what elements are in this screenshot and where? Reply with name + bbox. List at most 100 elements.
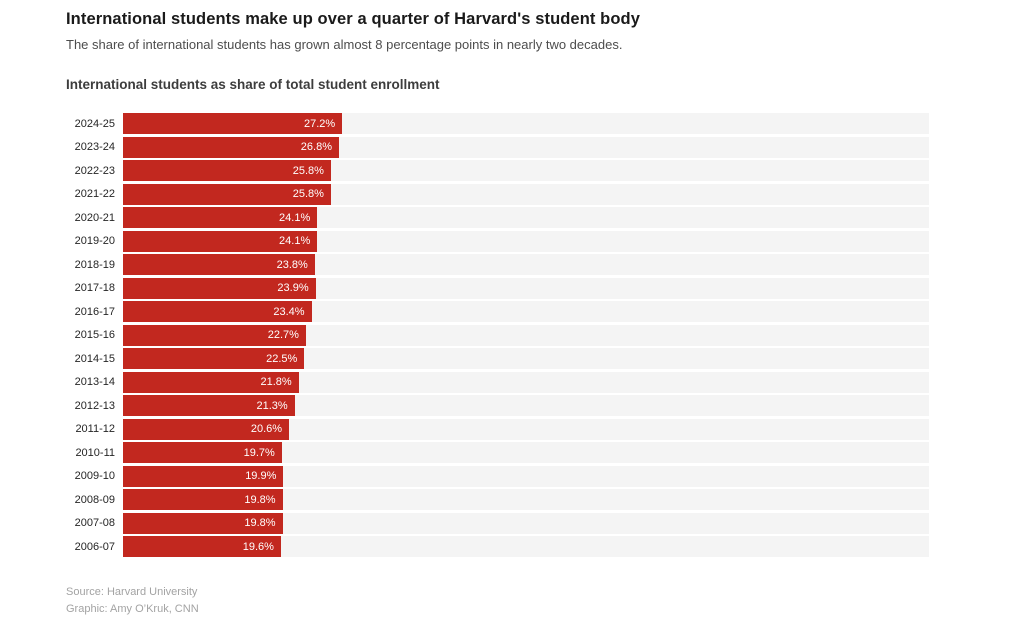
year-label: 2008-09: [66, 494, 115, 506]
bar-track: 24.1%: [123, 231, 929, 252]
year-label: 2014-15: [66, 353, 115, 365]
bar-track: 21.8%: [123, 372, 929, 393]
year-label: 2024-25: [66, 118, 115, 130]
bar: 25.8%: [123, 184, 331, 205]
value-label: 27.2%: [304, 118, 342, 130]
bar: 22.7%: [123, 325, 306, 346]
year-label: 2023-24: [66, 141, 115, 153]
value-label: 19.7%: [244, 447, 282, 459]
year-label: 2010-11: [66, 447, 115, 459]
bar-row: 2013-14 21.8%: [66, 372, 946, 393]
source-line: Source: Harvard University: [66, 584, 946, 601]
value-label: 19.8%: [244, 494, 282, 506]
page: International students make up over a qu…: [0, 0, 946, 617]
bar: 23.4%: [123, 301, 312, 322]
year-label: 2019-20: [66, 235, 115, 247]
value-label: 24.1%: [279, 235, 317, 247]
bar-track: 22.7%: [123, 325, 929, 346]
bar-row: 2011-12 20.6%: [66, 419, 946, 440]
bar: 19.6%: [123, 536, 281, 557]
bar-track: 26.8%: [123, 137, 929, 158]
value-label: 23.8%: [277, 259, 315, 271]
value-label: 24.1%: [279, 212, 317, 224]
year-label: 2015-16: [66, 329, 115, 341]
page-subtitle: The share of international students has …: [66, 36, 946, 53]
bar-track: 23.9%: [123, 278, 929, 299]
year-label: 2006-07: [66, 541, 115, 553]
bar-track: 19.9%: [123, 466, 929, 487]
year-label: 2018-19: [66, 259, 115, 271]
chart-title: International students as share of total…: [66, 77, 946, 93]
bar-row: 2014-15 22.5%: [66, 348, 946, 369]
value-label: 23.9%: [277, 282, 315, 294]
year-label: 2017-18: [66, 282, 115, 294]
bar: 19.8%: [123, 513, 283, 534]
bar-row: 2006-07 19.6%: [66, 536, 946, 557]
year-label: 2022-23: [66, 165, 115, 177]
bar-track: 19.6%: [123, 536, 929, 557]
bar-track: 27.2%: [123, 113, 929, 134]
year-label: 2021-22: [66, 188, 115, 200]
value-label: 26.8%: [301, 141, 339, 153]
bar-row: 2018-19 23.8%: [66, 254, 946, 275]
year-label: 2020-21: [66, 212, 115, 224]
year-label: 2007-08: [66, 517, 115, 529]
bar-track: 25.8%: [123, 184, 929, 205]
bar-row: 2020-21 24.1%: [66, 207, 946, 228]
bar-track: 19.8%: [123, 513, 929, 534]
bar: 27.2%: [123, 113, 342, 134]
value-label: 19.6%: [243, 541, 281, 553]
bar-row: 2008-09 19.8%: [66, 489, 946, 510]
bar: 23.8%: [123, 254, 315, 275]
bar: 19.9%: [123, 466, 283, 487]
bar-row: 2021-22 25.8%: [66, 184, 946, 205]
value-label: 20.6%: [251, 423, 289, 435]
chart-footer: Source: Harvard University Graphic: Amy …: [66, 584, 946, 617]
bar-row: 2015-16 22.7%: [66, 325, 946, 346]
bar-row: 2009-10 19.9%: [66, 466, 946, 487]
bar-track: 19.7%: [123, 442, 929, 463]
value-label: 21.8%: [261, 376, 299, 388]
bar: 25.8%: [123, 160, 331, 181]
bar-row: 2017-18 23.9%: [66, 278, 946, 299]
bar-row: 2022-23 25.8%: [66, 160, 946, 181]
bar: 20.6%: [123, 419, 289, 440]
bar-row: 2012-13 21.3%: [66, 395, 946, 416]
bar-track: 20.6%: [123, 419, 929, 440]
bar: 24.1%: [123, 207, 317, 228]
bar: 26.8%: [123, 137, 339, 158]
value-label: 25.8%: [293, 165, 331, 177]
year-label: 2013-14: [66, 376, 115, 388]
year-label: 2012-13: [66, 400, 115, 412]
bar-row: 2010-11 19.7%: [66, 442, 946, 463]
bar-row: 2023-24 26.8%: [66, 137, 946, 158]
bar: 21.3%: [123, 395, 295, 416]
bar-track: 19.8%: [123, 489, 929, 510]
bar: 22.5%: [123, 348, 304, 369]
page-title: International students make up over a qu…: [66, 9, 946, 29]
bar-track: 22.5%: [123, 348, 929, 369]
value-label: 25.8%: [293, 188, 331, 200]
bar: 19.7%: [123, 442, 282, 463]
value-label: 23.4%: [273, 306, 311, 318]
bar: 19.8%: [123, 489, 283, 510]
bar-row: 2019-20 24.1%: [66, 231, 946, 252]
value-label: 19.9%: [245, 470, 283, 482]
value-label: 21.3%: [256, 400, 294, 412]
bar-track: 25.8%: [123, 160, 929, 181]
year-label: 2016-17: [66, 306, 115, 318]
bar: 21.8%: [123, 372, 299, 393]
bar-row: 2007-08 19.8%: [66, 513, 946, 534]
bar-track: 24.1%: [123, 207, 929, 228]
bar-track: 23.4%: [123, 301, 929, 322]
year-label: 2011-12: [66, 423, 115, 435]
value-label: 19.8%: [244, 517, 282, 529]
bar-row: 2024-25 27.2%: [66, 113, 946, 134]
value-label: 22.7%: [268, 329, 306, 341]
bar: 24.1%: [123, 231, 317, 252]
year-label: 2009-10: [66, 470, 115, 482]
bar-track: 21.3%: [123, 395, 929, 416]
bar-track: 23.8%: [123, 254, 929, 275]
bar-row: 2016-17 23.4%: [66, 301, 946, 322]
